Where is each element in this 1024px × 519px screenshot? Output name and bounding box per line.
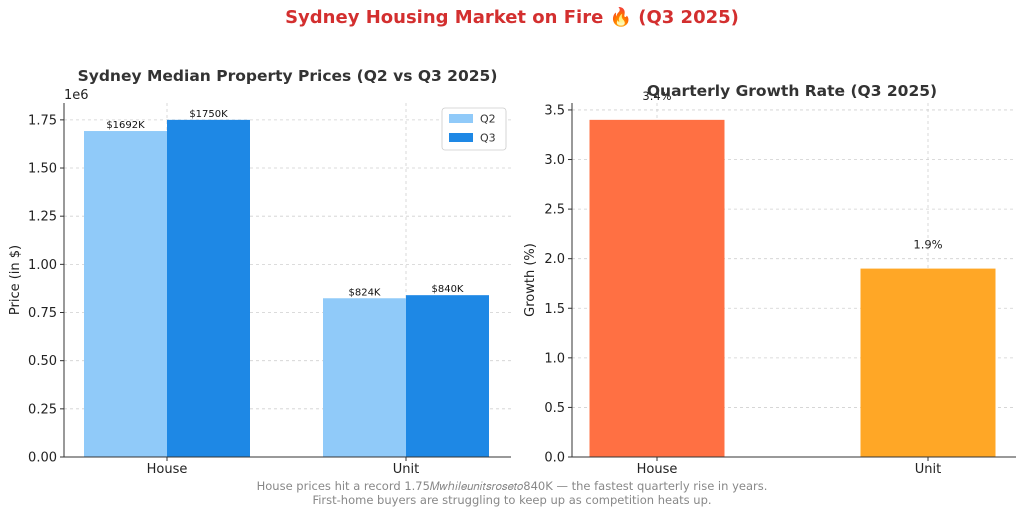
growth-chart-x-ticks: House Unit (637, 457, 941, 477)
growth-chart-y-tick-label: 1.0 (544, 351, 565, 366)
price-chart-data-labels: $1692K $824K $1750K $840K (106, 109, 464, 298)
price-chart-bars (84, 119, 489, 458)
price-chart-y-tick-label: 0.50 (28, 354, 57, 369)
growth-chart-y-tick-label: 0.5 (544, 401, 565, 416)
growth-chart-y-tick-label: 2.0 (544, 252, 565, 267)
price-chart-y-ticks: 0.00 0.25 0.50 0.75 1.00 1.25 1.50 1.75 (28, 113, 64, 466)
price-chart-y-tick-label: 0.75 (28, 306, 57, 321)
price-bar-value-label: $1692K (106, 120, 145, 131)
legend-swatch-q2 (449, 114, 473, 123)
growth-chart-y-tick-label: 1.5 (544, 302, 565, 317)
growth-chart-y-tick-label: 0.0 (544, 451, 565, 466)
growth-bar-house (589, 119, 725, 457)
caption-line-1: House prices hit a record 1.75𝑀𝑤ℎ𝑖𝑙𝑒𝑢𝑛𝑖𝑡… (257, 479, 768, 493)
growth-chart-title: Quarterly Growth Rate (Q3 2025) (647, 82, 937, 100)
price-chart-category-label: House (147, 462, 188, 477)
growth-chart-y-axis-title: Growth (%) (523, 243, 538, 317)
price-chart-y-tick-label: 1.25 (28, 210, 57, 225)
caption-line-2: First-home buyers are struggling to keep… (312, 493, 711, 507)
growth-chart-y-tick-label: 2.5 (544, 203, 565, 218)
growth-chart-panel: 0.0 0.5 1.0 1.5 2.0 2.5 3.0 3.5 House Unit 3.4% 1… (523, 82, 1016, 477)
growth-bar-unit (860, 268, 996, 457)
price-chart-y-axis-title: Price (in $) (8, 245, 23, 315)
growth-chart-category-label: Unit (915, 462, 941, 477)
price-bar-value-label: $824K (348, 287, 380, 298)
price-chart-panel: 0.00 0.25 0.50 0.75 1.00 1.25 1.50 1.75 House Un… (8, 67, 511, 477)
price-bar-q2-unit (323, 298, 406, 457)
price-bar-value-label: $1750K (189, 109, 228, 120)
legend-label-q2: Q2 (480, 113, 496, 126)
figure-suptitle: Sydney Housing Market on Fire 🔥 (Q3 2025… (285, 6, 739, 28)
price-chart-title: Sydney Median Property Prices (Q2 vs Q3 … (78, 67, 498, 85)
price-bar-q3-house (167, 119, 250, 457)
price-chart-y-tick-label: 1.75 (28, 113, 57, 128)
growth-chart-category-label: House (637, 462, 678, 477)
legend-label-q3: Q3 (480, 132, 496, 145)
growth-chart-data-labels: 3.4% 1.9% (642, 89, 942, 252)
price-chart-y-offset-label: 1e6 (64, 88, 89, 103)
price-bar-q3-unit (406, 295, 489, 457)
legend-swatch-q3 (449, 133, 473, 142)
growth-bar-value-label: 1.9% (913, 238, 942, 252)
growth-chart-y-tick-label: 3.5 (544, 103, 565, 118)
price-chart-category-label: Unit (393, 462, 419, 477)
price-chart-y-tick-label: 0.00 (28, 451, 57, 466)
price-chart-x-ticks: House Unit (147, 457, 419, 477)
growth-chart-y-tick-label: 3.0 (544, 153, 565, 168)
price-chart-y-tick-label: 1.00 (28, 258, 57, 273)
price-bar-q2-house (84, 131, 167, 458)
growth-chart-y-ticks: 0.0 0.5 1.0 1.5 2.0 2.5 3.0 3.5 (544, 103, 572, 466)
price-chart-y-tick-label: 1.50 (28, 162, 57, 177)
price-bar-value-label: $840K (431, 284, 463, 295)
price-chart-y-tick-label: 0.25 (28, 402, 57, 417)
growth-chart-bars (589, 119, 996, 457)
growth-bar-value-label: 3.4% (642, 89, 671, 103)
